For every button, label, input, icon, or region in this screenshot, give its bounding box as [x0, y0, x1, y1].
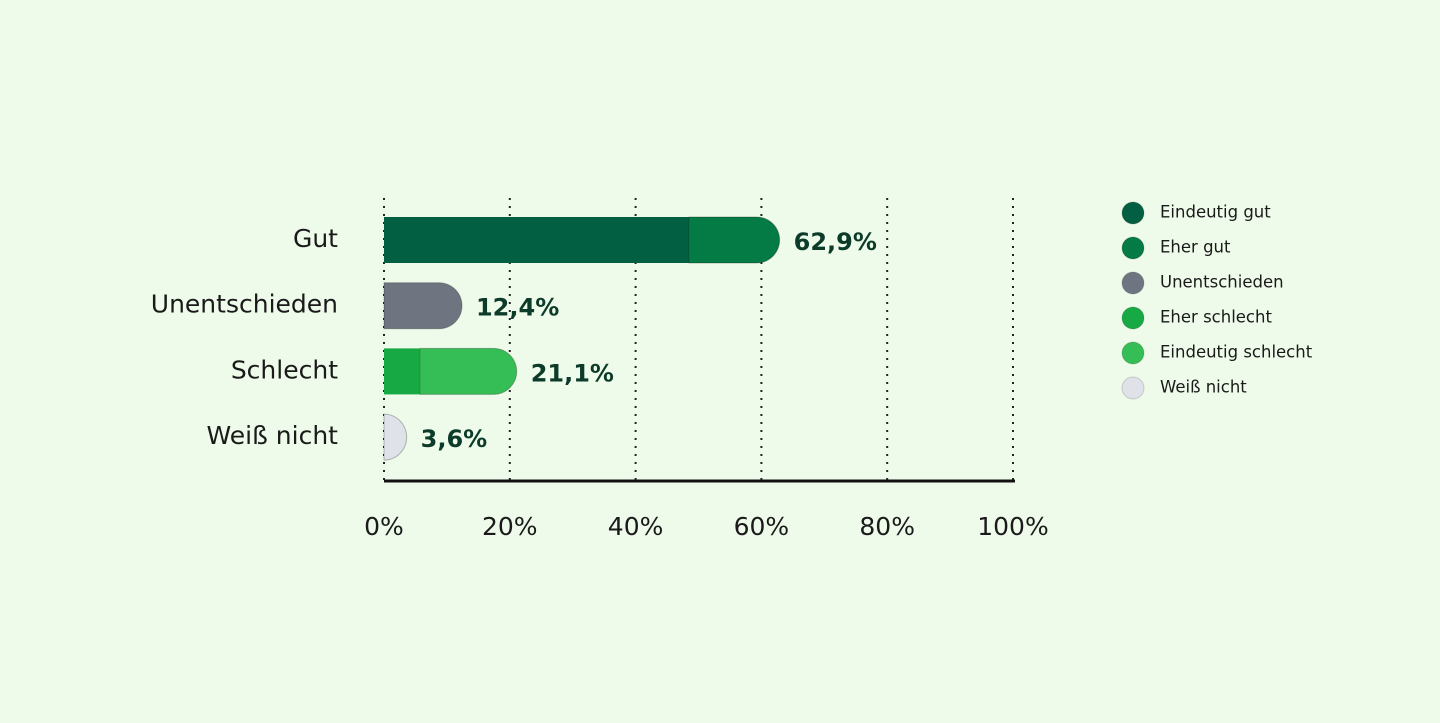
x-tick-label: 100%	[977, 512, 1048, 541]
value-label: 21,1%	[531, 359, 614, 387]
y-tick-label: Unentschieden	[151, 290, 338, 319]
value-label: 3,6%	[421, 425, 488, 453]
x-tick-label: 60%	[734, 512, 790, 541]
legend-label: Weiß nicht	[1160, 378, 1247, 397]
legend-swatch	[1121, 376, 1145, 400]
legend-label: Eindeutig schlecht	[1160, 343, 1313, 362]
bar-segment	[384, 217, 690, 263]
bar-segment	[688, 216, 781, 264]
legend-swatch	[1121, 341, 1145, 365]
legend-swatch	[1121, 271, 1145, 295]
y-tick-label: Gut	[293, 224, 338, 253]
bar-segment	[419, 347, 518, 395]
legend-label: Eher schlecht	[1160, 308, 1272, 327]
bar-segment	[384, 348, 420, 395]
legend-swatch	[1121, 201, 1145, 225]
value-label: 62,9%	[794, 228, 877, 256]
x-tick-label: 20%	[482, 512, 538, 541]
y-tick-label: Schlecht	[231, 355, 338, 384]
x-tick-label: 40%	[608, 512, 664, 541]
legend-label: Eher gut	[1160, 238, 1231, 257]
x-tick-label: 80%	[859, 512, 915, 541]
legend-swatch	[1121, 306, 1145, 330]
y-tick-label: Weiß nicht	[207, 421, 339, 450]
x-tick-label: 0%	[364, 512, 404, 541]
bar-segment	[383, 282, 463, 330]
value-label: 12,4%	[476, 294, 559, 322]
bar-segment	[383, 413, 408, 461]
legend-label: Unentschieden	[1160, 273, 1284, 292]
legend-swatch	[1121, 236, 1145, 260]
legend-label: Eindeutig gut	[1160, 203, 1271, 222]
